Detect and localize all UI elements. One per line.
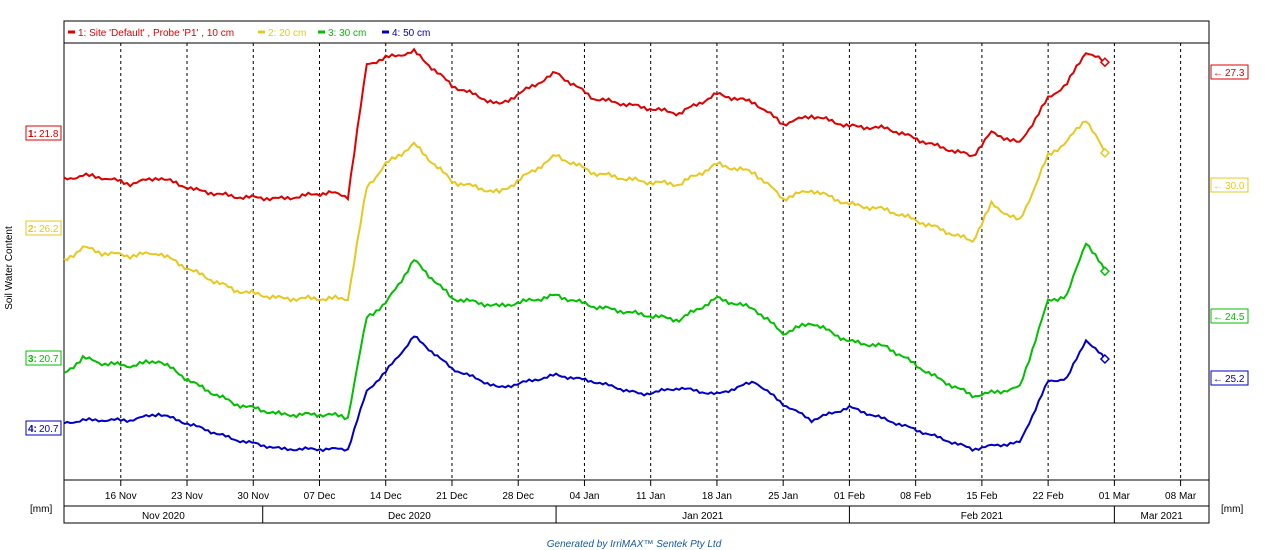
left-value-num: 1: [28,129,37,140]
series-line-1 [63,47,1106,202]
left-value: 20.7 [39,354,59,365]
series-line-4 [63,335,1106,453]
left-value-box [25,350,62,366]
series-end-marker [1099,147,1110,158]
x-tick-label: 07 Dec [304,491,336,502]
left-value: 20.7 [39,424,59,435]
legend-box [63,20,1210,44]
month-label: Mar 2021 [1141,511,1184,522]
right-value-box [1210,177,1249,193]
legend-entry: 2: 20 cm [268,28,306,39]
footer-credit: Generated by IrriMAX™ Sentek Pty Ltd [547,539,722,550]
x-tick-label: 01 Mar [1099,491,1131,502]
left-arrow-icon: ← [1213,374,1223,385]
plot-area [63,42,1210,481]
x-tick-label: 28 Dec [502,491,534,502]
right-value-box [1210,370,1249,386]
left-arrow-icon: ← [1213,312,1223,323]
week-axis-box [63,479,1210,507]
series-end-marker [1099,266,1110,277]
left-value-box [25,420,62,436]
left-value-box [25,220,62,236]
legend-entry: 1: Site 'Default' , Probe 'P1' , 10 cm [78,28,234,39]
left-value-num: 3: [28,354,37,365]
x-tick-label: 16 Nov [105,491,137,502]
x-tick-label: 08 Feb [900,491,932,502]
month-axis-box [63,505,1210,524]
series-line-3 [63,242,1106,421]
x-tick-label: 23 Nov [171,491,203,502]
x-tick-label: 18 Jan [702,491,732,502]
right-value: 30.0 [1225,181,1245,192]
left-arrow-icon: ← [1213,68,1223,79]
x-axis: 16 Nov 23 Nov 30 Nov 07 Dec 14 Dec 21 Dec 28 D… [105,480,1197,523]
left-value-num: 2: [28,224,37,235]
right-value: 24.5 [1225,312,1245,323]
legend-entry: 3: 30 cm [328,28,366,39]
x-tick-label: 01 Feb [834,491,866,502]
x-tick-label: 08 Mar [1165,491,1197,502]
right-value: 27.3 [1225,68,1245,79]
series-lines [63,47,1110,453]
x-tick-label: 04 Jan [569,491,599,502]
unit-right: [mm] [1221,504,1243,515]
left-value-num: 4: [28,424,37,435]
y-axis-label: Soil Water Content [4,226,15,310]
left-arrow-icon: ← [1213,181,1223,192]
left-value: 21.8 [39,129,59,140]
x-tick-label: 21 Dec [436,491,468,502]
x-tick-label: 15 Feb [966,491,998,502]
x-tick-label: 22 Feb [1033,491,1065,502]
x-tick-label: 14 Dec [370,491,402,502]
right-value: 25.2 [1225,374,1245,385]
right-value-box [1210,308,1249,324]
legend: 1: Site 'Default' , Probe 'P1' , 10 cm 2:… [68,28,430,39]
series-end-marker [1099,353,1110,365]
left-value: 26.2 [39,224,59,235]
series-end-marker [1099,57,1110,68]
legend-entry: 4: 50 cm [392,28,430,39]
side-labels: 1: 21.8← 27.32: 26.2← 30.03: 20.7← 24.54: 20.7←… [25,64,1249,436]
x-tick-label: 25 Jan [768,491,798,502]
series-line-2 [63,120,1106,303]
x-tick-label: 30 Nov [237,491,269,502]
x-tick-label: 11 Jan [636,491,665,502]
month-label: Dec 2020 [388,511,431,522]
left-value-box [25,125,62,141]
month-label: Feb 2021 [961,511,1004,522]
month-label: Jan 2021 [682,511,724,522]
right-value-box [1210,64,1249,80]
unit-left: [mm] [30,504,52,515]
gridlines [120,43,1182,480]
month-label: Nov 2020 [142,511,185,522]
